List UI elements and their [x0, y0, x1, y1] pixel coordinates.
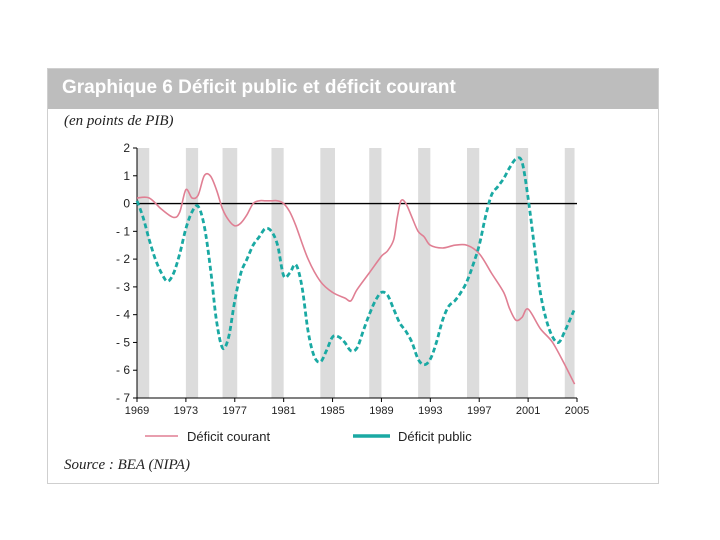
y-tick-label: 0 [123, 197, 130, 211]
x-tick-label: 1977 [223, 405, 247, 417]
y-tick-label: - 2 [116, 252, 130, 266]
shaded-period-3 [271, 148, 284, 398]
y-tick-label: - 4 [116, 308, 130, 322]
shaded-period-7 [467, 148, 480, 398]
y-tick-label: - 7 [116, 391, 130, 405]
shaded-period-8 [515, 148, 529, 398]
y-tick-label: - 3 [116, 280, 130, 294]
shaded-period-4 [320, 148, 335, 398]
chart-title: Graphique 6 Déficit public et déficit co… [62, 77, 456, 98]
series-line-deficit-public [135, 156, 576, 367]
x-tick-label: 1989 [369, 405, 393, 417]
shaded-period-6 [418, 148, 431, 398]
shaded-period-0 [137, 148, 150, 398]
chart-legend: Déficit courant Déficit public [145, 429, 472, 444]
recession-shading [137, 148, 575, 398]
shaded-period-5 [369, 148, 382, 398]
x-tick-label: 2001 [516, 405, 540, 417]
y-tick-label: - 5 [116, 335, 130, 349]
x-tick-label: 1997 [467, 405, 491, 417]
y-tick-label: - 1 [116, 224, 130, 238]
x-tick-label: 1985 [320, 405, 344, 417]
shaded-period-9 [564, 148, 575, 398]
x-tick-label: 1969 [125, 405, 149, 417]
chart-series [135, 156, 576, 385]
chart-frame: Graphique 6 Déficit public et déficit co… [47, 68, 659, 484]
source-note: Source : BEA (NIPA) [64, 457, 190, 473]
y-tick-label: 2 [123, 141, 130, 155]
legend-label-deficit-public: Déficit public [398, 429, 472, 444]
x-tick-label: 1981 [271, 405, 295, 417]
x-tick-label: 1973 [174, 405, 198, 417]
legend-label-deficit-courant: Déficit courant [187, 429, 270, 444]
y-tick-label: - 6 [116, 363, 130, 377]
x-tick-label: 2005 [565, 405, 589, 417]
series-line-deficit-courant [136, 172, 576, 385]
x-tick-label: 1993 [418, 405, 442, 417]
y-tick-label: 1 [123, 169, 130, 183]
unit-label: (en points de PIB) [64, 113, 174, 129]
title-bar: Graphique 6 Déficit public et déficit co… [48, 69, 658, 109]
shaded-period-2 [222, 148, 238, 398]
shaded-period-1 [185, 148, 199, 398]
